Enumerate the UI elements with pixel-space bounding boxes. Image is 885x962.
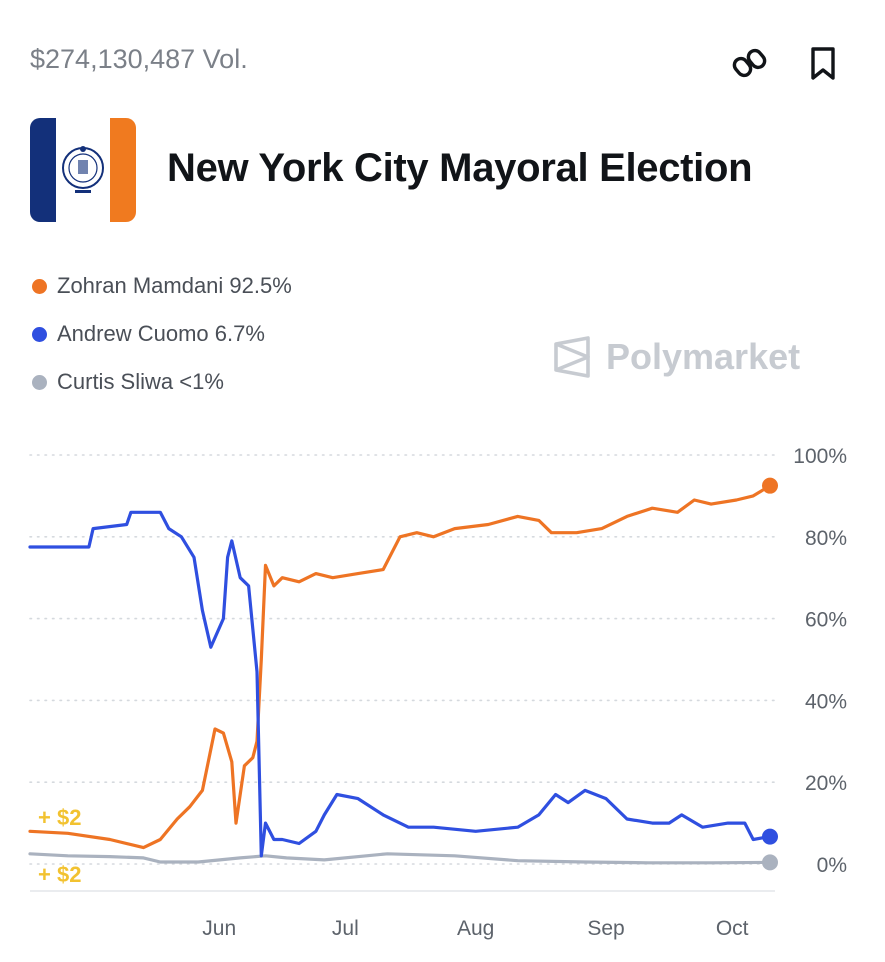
legend-item-cuomo[interactable]: Andrew Cuomo 6.7% xyxy=(30,310,292,358)
y-tick-label: 80% xyxy=(805,527,847,550)
x-tick-label: Jul xyxy=(332,917,359,940)
polymarket-watermark: Polymarket xyxy=(552,336,800,378)
series-end-dot xyxy=(762,828,778,845)
nyc-flag-icon xyxy=(30,118,136,222)
bookmark-icon[interactable] xyxy=(806,44,842,84)
series-line-curtis-sliwa xyxy=(28,852,772,865)
x-tick-label: Oct xyxy=(716,917,749,940)
link-icon[interactable] xyxy=(732,44,768,84)
legend-label: Curtis Sliwa <1% xyxy=(57,369,224,394)
series-end-dot xyxy=(762,854,778,871)
legend-item-mamdani[interactable]: Zohran Mamdani 92.5% xyxy=(30,262,292,310)
x-tick-label: Aug xyxy=(457,917,494,940)
y-tick-label: 40% xyxy=(805,690,847,713)
chart-legend: Zohran Mamdani 92.5% Andrew Cuomo 6.7% C… xyxy=(30,262,292,406)
legend-label: Zohran Mamdani 92.5% xyxy=(57,273,292,298)
y-tick-label: 60% xyxy=(805,609,847,632)
volume-label: $274,130,487 Vol. xyxy=(30,44,248,74)
y-tick-label: 100% xyxy=(793,445,847,468)
polymarket-logo-icon xyxy=(554,336,590,378)
legend-dot xyxy=(32,326,47,342)
y-tick-label: 20% xyxy=(805,772,847,795)
price-chart: + $2 + $2 100% 80% 60% 40% 20% 0% Jun Jul Aug Sep… xyxy=(28,445,847,940)
legend-label: Andrew Cuomo 6.7% xyxy=(57,321,265,346)
legend-dot xyxy=(32,374,47,390)
trade-annotation: + $2 xyxy=(38,862,81,887)
legend-item-sliwa[interactable]: Curtis Sliwa <1% xyxy=(30,358,292,406)
x-tick-label: Sep xyxy=(587,917,624,940)
y-tick-label: 0% xyxy=(817,854,847,877)
x-tick-label: Jun xyxy=(202,917,236,940)
page-title: New York City Mayoral Election xyxy=(167,146,753,190)
trade-annotation: + $2 xyxy=(38,805,81,830)
series-line-andrew-cuomo xyxy=(28,510,772,858)
nyc-seal-icon xyxy=(62,146,104,193)
legend-dot xyxy=(32,278,47,294)
series-line-zohran-mamdani xyxy=(28,484,772,850)
watermark-text: Polymarket xyxy=(606,336,801,377)
series-end-dot xyxy=(762,477,778,494)
